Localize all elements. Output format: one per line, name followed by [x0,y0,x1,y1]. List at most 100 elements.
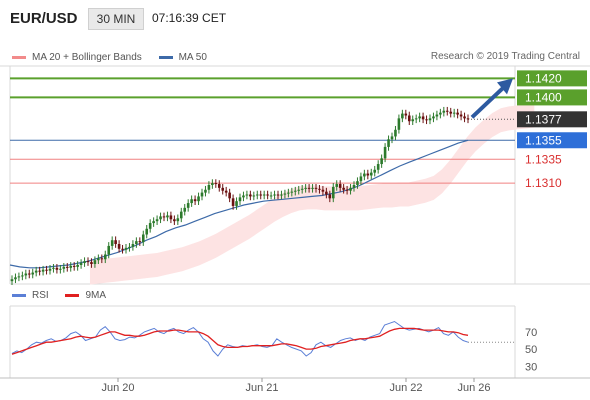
candle-body-32 [121,248,124,250]
candle-body-22 [86,261,90,263]
candle-body-28 [107,245,111,255]
candle-body-106 [376,164,380,170]
candle-body-65 [235,201,238,206]
candle-body-46 [169,215,173,220]
rsi-line [11,320,469,357]
last-price-label: 1.1377 [525,112,562,126]
candle-body-34 [128,246,131,248]
candle-body-127 [449,111,453,114]
ma50-label-box [517,132,587,149]
ma50-line [9,139,469,269]
candle-body-36 [135,241,138,245]
candle-body-90 [321,189,325,192]
candle-body-59 [214,183,218,185]
candle-body-53 [193,199,197,202]
candle-body-41 [152,221,155,224]
candle-body-63 [228,192,231,199]
candle-body-15 [62,266,66,269]
resistance-label-0: 1.1420 [525,71,562,85]
time-label-1: Jun 21 [245,382,278,394]
candle-body-40 [148,223,152,229]
candle-body-60 [217,184,221,188]
candle-body-19 [76,264,79,267]
candle-body-131 [463,116,466,119]
candle-body-29 [110,240,114,246]
candle-body-26 [100,258,104,260]
candle-body-62 [224,190,228,193]
candle-body-48 [176,218,180,222]
candle-body-107 [380,158,383,165]
ma50-swatch [158,55,173,59]
chart-header: EUR/USD 30 MIN 07:16:39 CET [0,0,590,36]
candle-body-52 [190,199,193,204]
candle-body-103 [366,173,370,176]
candle-body-110 [390,136,394,140]
candle-body-39 [145,228,149,235]
candle-body-14 [59,268,62,270]
candle-body-70 [252,195,256,197]
candle-body-35 [131,244,135,247]
support-label-5: 1.1310 [525,176,562,190]
candle-body-4 [24,273,28,276]
candle-body-43 [159,216,162,220]
candle-body-45 [166,215,169,218]
candle-body-86 [307,187,311,189]
candle-body-9 [41,269,45,272]
candle-body-121 [428,118,432,121]
candle-body-49 [179,211,183,219]
candle-body-114 [404,113,408,116]
candle-body-57 [207,184,211,190]
candle-body-117 [414,118,418,120]
ma50-legend-label: MA 50 [178,52,207,63]
time-label-0: Jun 20 [101,382,134,394]
candle-body-80 [287,192,290,194]
resistance-label-1: 1.1400 [525,90,562,104]
candle-body-25 [97,258,100,261]
candle-body-82 [293,190,297,192]
rsi-swatch [12,293,26,297]
candle-body-97 [345,189,349,191]
rsi-legend-label: RSI [32,290,49,301]
last-price-box [517,111,587,128]
candle-body-101 [359,176,363,182]
candle-body-51 [186,203,190,208]
candle-body-71 [255,194,259,196]
candle-body-132 [466,118,470,120]
candle-body-87 [311,187,314,189]
ma20-swatch [12,55,26,59]
candle-body-2 [17,276,21,278]
candle-body-88 [314,187,318,189]
candle-body-66 [238,197,242,202]
candle-body-104 [369,172,373,176]
resistance-label-box-0 [517,70,587,87]
candle-body-8 [38,270,41,272]
candle-body-126 [445,110,449,112]
candle-body-94 [335,184,339,187]
candle-body-113 [401,113,404,119]
candle-body-17 [69,265,73,268]
bollinger-band-area [89,103,535,285]
candle-body-30 [114,240,117,245]
timeframe-badge[interactable]: 30 MIN [88,8,144,30]
candle-body-83 [297,189,301,191]
candle-body-33 [124,247,128,250]
candle-body-111 [394,129,397,137]
candle-body-5 [27,273,31,275]
candle-body-13 [55,267,59,270]
rsi-tick-1: 50 [525,344,537,356]
resistance-label-box-1 [517,89,587,106]
time-label-3: Jun 26 [457,382,490,394]
price-legend: MA 20 + Bollinger Bands MA 50 [12,52,207,63]
candle-body-72 [259,194,263,196]
candle-body-116 [411,119,415,122]
candle-body-67 [242,195,245,198]
candle-body-38 [141,234,145,243]
candle-body-24 [93,260,97,265]
candle-body-31 [117,244,121,249]
time-label: 07:16:39 CET [152,11,227,25]
candle-body-1 [14,277,17,280]
candle-body-23 [90,262,93,265]
candle-body-85 [304,187,307,189]
candle-body-10 [45,269,48,271]
